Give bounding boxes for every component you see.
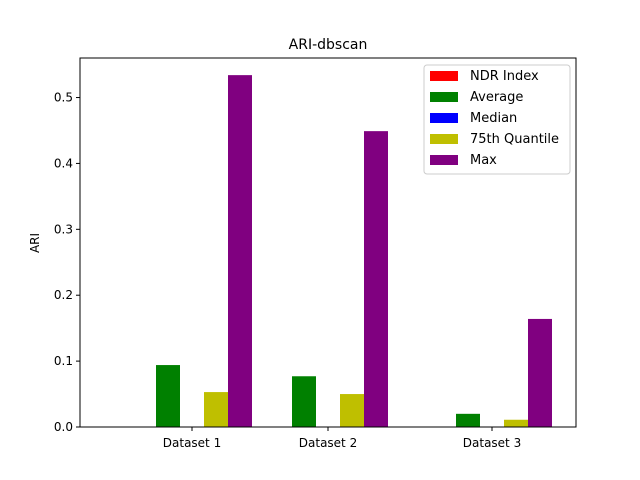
bar-75th-quantile-2 [340,394,364,427]
legend-swatch [430,113,458,123]
legend-label: 75th Quantile [470,132,559,147]
y-axis: 0.0 0.1 0.2 0.3 0.4 0.5 [54,91,80,434]
legend-label: Max [470,153,497,168]
legend-swatch [430,134,458,144]
y-axis-label: ARI [28,233,42,253]
bar-average-1 [156,365,180,427]
chart-title: ARI-dbscan [289,37,368,53]
bar-75th-quantile-1 [204,392,228,427]
legend-frame [423,64,571,175]
legend-label: NDR Index [470,69,539,84]
x-tick-label: Dataset 1 [163,436,221,450]
legend-swatch [430,92,458,102]
bars-group [156,75,552,428]
y-tick-label: 0.0 [54,420,73,434]
bar-max-3 [528,318,552,427]
x-tick-label: Dataset 2 [299,436,357,450]
y-tick-label: 0.3 [54,222,73,236]
bar-max-2 [364,131,388,428]
bar-average-2 [292,376,316,427]
legend-label: Average [470,90,523,105]
bar-average-3 [456,413,480,427]
legend-label: Median [470,111,517,126]
legend-swatch [430,155,458,165]
y-tick-label: 0.5 [54,91,73,105]
y-tick-label: 0.1 [54,354,73,368]
bar-max-1 [228,75,252,427]
legend: NDR Index Average Median 75th Quantile Max [423,64,571,175]
y-tick-label: 0.4 [54,156,73,170]
legend-swatch [430,71,458,81]
x-axis: Dataset 1 Dataset 2 Dataset 3 [163,427,521,450]
y-tick-label: 0.2 [54,288,73,302]
x-tick-label: Dataset 3 [463,436,521,450]
bar-75th-quantile-3 [504,419,528,427]
